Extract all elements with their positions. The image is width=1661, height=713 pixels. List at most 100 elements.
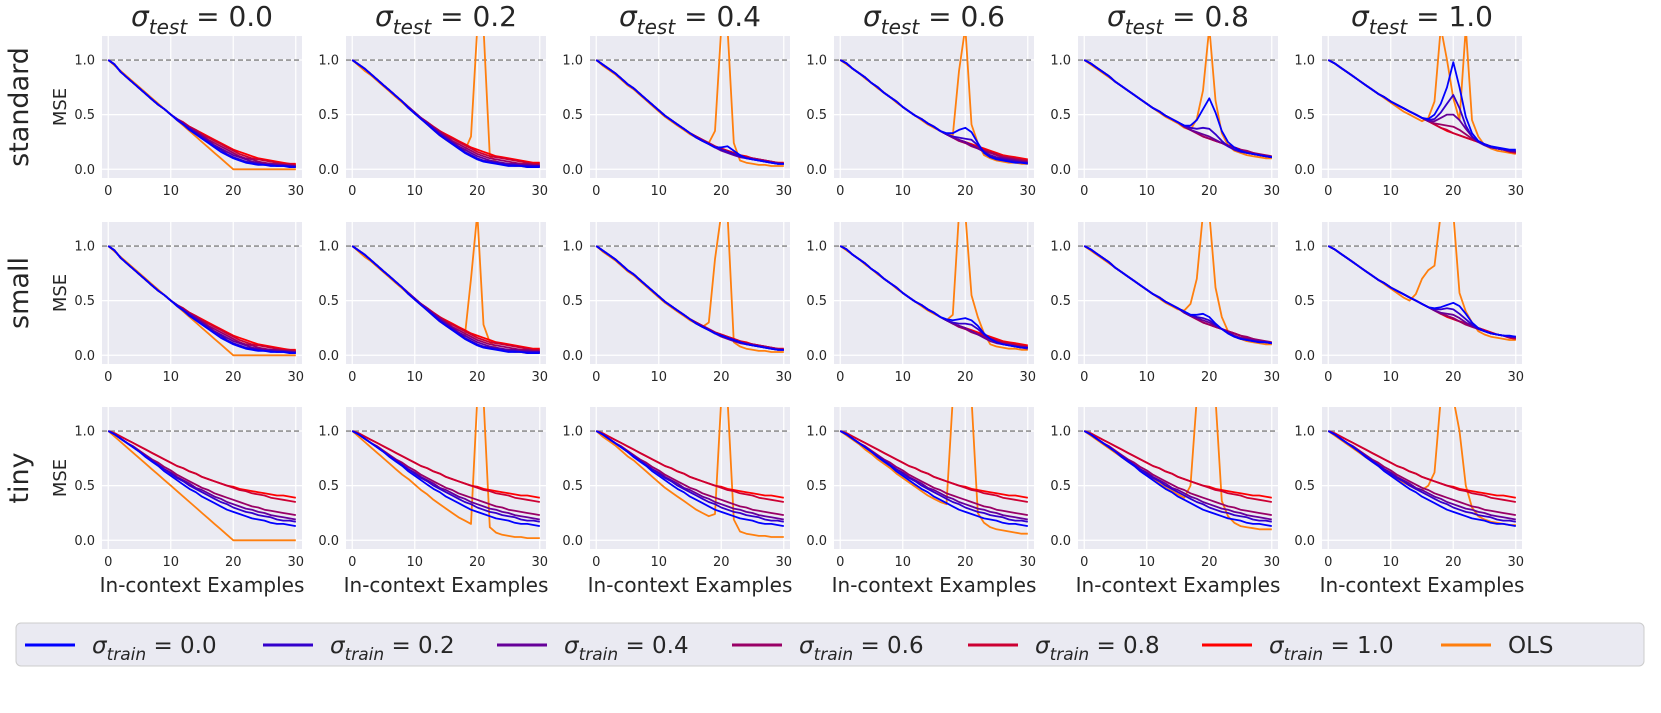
x-tick-label: 20 (225, 184, 242, 199)
column-title: σtest = 0.4 (619, 0, 761, 39)
series-group (1083, 36, 1272, 160)
x-tick-label: 0 (348, 555, 356, 570)
x-tick-label: 30 (1019, 184, 1036, 199)
series-group (839, 36, 1028, 165)
y-tick-label: 0.0 (318, 163, 339, 178)
x-tick-label: 30 (1263, 555, 1280, 570)
y-tick-label: 0.0 (806, 163, 827, 178)
x-tick-label: 10 (1138, 184, 1155, 199)
x-tick-label: 20 (469, 555, 486, 570)
x-tick-label: 20 (225, 555, 242, 570)
y-axis-label: MSE (50, 459, 71, 497)
plot-area (1322, 407, 1522, 549)
column-title: σtest = 0.8 (1107, 0, 1249, 39)
column-title-value: = 0.2 (431, 0, 517, 33)
row-label: standard (4, 47, 35, 167)
column-title-value: = 0.0 (187, 0, 273, 33)
y-axis-label: MSE (50, 274, 71, 312)
x-tick-label: 10 (650, 184, 667, 199)
legend-label: σtrain = 0.6 (799, 633, 924, 665)
y-tick-label: 0.5 (562, 294, 583, 309)
x-tick-label: 30 (1019, 370, 1036, 385)
series-line-ols (595, 222, 784, 353)
legend-box (15, 622, 1645, 667)
legend-item: σtrain = 0.6 (732, 633, 924, 665)
y-tick-label: 0.5 (806, 294, 827, 309)
y-tick-label: 0.5 (806, 479, 827, 494)
series-line-ols (595, 36, 784, 167)
plot-area (1322, 222, 1522, 364)
x-tick-label: 30 (531, 184, 548, 199)
x-tick-label: 10 (1382, 184, 1399, 199)
x-tick-label: 10 (406, 184, 423, 199)
legend-item: σtrain = 0.2 (263, 633, 455, 665)
series-line (1327, 430, 1516, 503)
x-axis-label: In-context Examples (1076, 573, 1281, 597)
x-tick-label: 10 (162, 184, 179, 199)
series-line (1083, 430, 1272, 527)
series-line (1083, 430, 1272, 503)
x-tick-label: 20 (1445, 555, 1462, 570)
y-tick-label: 0.5 (74, 294, 95, 309)
x-tick-label: 30 (775, 184, 792, 199)
x-tick-label: 0 (104, 370, 112, 385)
series-line (1327, 59, 1516, 151)
y-tick-label: 1.0 (806, 240, 827, 255)
row-label: small (4, 257, 35, 329)
x-tick-label: 20 (1445, 370, 1462, 385)
y-tick-label: 0.0 (1050, 163, 1071, 178)
subplot: 0 10 20 30 0.0 0.5 1.0 (1050, 222, 1280, 385)
series-line (595, 245, 784, 351)
plot-area (346, 36, 546, 178)
x-tick-label: 30 (531, 555, 548, 570)
series-line (1327, 430, 1516, 527)
legend-label-value: = 0.4 (618, 633, 688, 659)
legend-label-symbol: σ (1269, 633, 1285, 659)
legend-label: σtrain = 1.0 (1269, 633, 1394, 665)
series-line (839, 245, 1028, 349)
legend-label-symbol: σ (330, 633, 346, 659)
x-tick-label: 20 (713, 184, 730, 199)
column-title-symbol: σ (375, 0, 394, 33)
x-axis-label: In-context Examples (1320, 573, 1525, 597)
y-tick-label: 1.0 (1050, 54, 1071, 69)
y-tick-label: 1.0 (1294, 54, 1315, 69)
subplot: 0 10 20 30 0.0 0.5 1.0 (806, 222, 1036, 385)
legend-label-symbol: σ (1035, 633, 1051, 659)
plot-area (590, 36, 790, 178)
subplot: 0 10 20 30 0.0 0.5 1.0 (562, 36, 792, 199)
series-line (1083, 59, 1272, 159)
legend-label: OLS (1508, 633, 1554, 659)
series-line (107, 245, 296, 354)
plot-area (1078, 36, 1278, 178)
series-group (107, 430, 296, 542)
column-title-value: = 0.4 (675, 0, 761, 33)
x-tick-label: 30 (1263, 370, 1280, 385)
plot-area (346, 407, 546, 549)
column-title-symbol: σ (1107, 0, 1126, 33)
x-tick-label: 0 (1324, 184, 1332, 199)
x-tick-label: 20 (469, 184, 486, 199)
x-tick-label: 0 (836, 184, 844, 199)
subplot: 0 10 20 30 0.0 0.5 1.0 In-context Examples (74, 407, 304, 597)
y-tick-label: 0.5 (1050, 479, 1071, 494)
x-tick-label: 10 (650, 370, 667, 385)
column-title-value: = 1.0 (1407, 0, 1493, 33)
y-tick-label: 1.0 (318, 240, 339, 255)
subplot: 0 10 20 30 0.0 0.5 1.0 In-context Examples (318, 407, 549, 597)
x-tick-label: 20 (713, 370, 730, 385)
x-axis-label: In-context Examples (832, 573, 1037, 597)
x-tick-label: 30 (287, 370, 304, 385)
x-tick-label: 20 (957, 555, 974, 570)
legend-label-value: = 0.2 (384, 633, 454, 659)
legend-item: σtrain = 0.0 (25, 633, 217, 665)
y-tick-label: 1.0 (562, 54, 583, 69)
subplot: 0 10 20 30 0.0 0.5 1.0 (1294, 36, 1524, 199)
column-title-symbol: σ (863, 0, 882, 33)
series-line (107, 430, 296, 527)
x-axis-label: In-context Examples (344, 573, 549, 597)
x-tick-label: 0 (1080, 370, 1088, 385)
series-line (107, 59, 296, 168)
column-title: σtest = 1.0 (1351, 0, 1493, 39)
subplot: 0 10 20 30 0.0 0.5 1.0 In-context Examples (806, 407, 1037, 597)
